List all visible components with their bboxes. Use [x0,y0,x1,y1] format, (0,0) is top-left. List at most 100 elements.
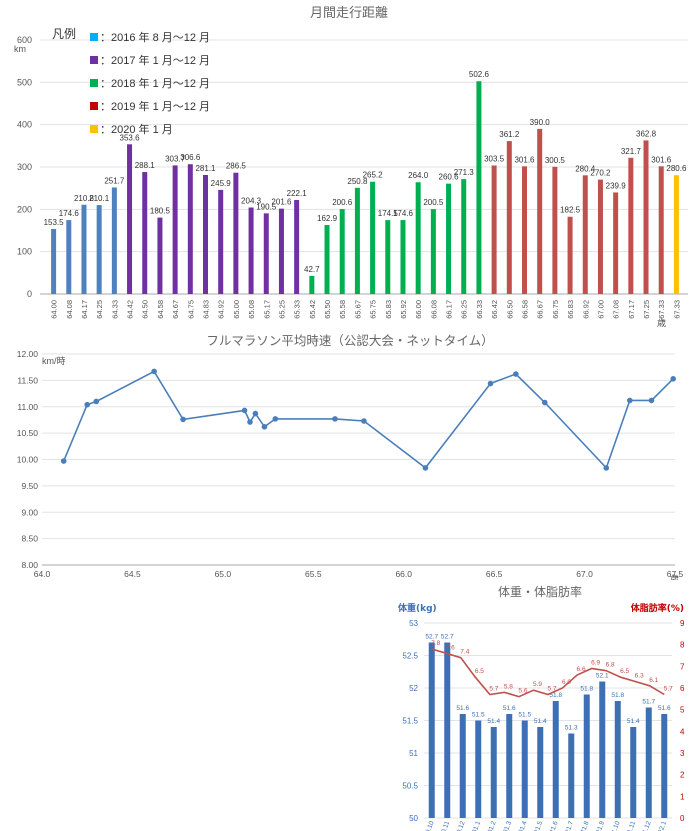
legend-swatch [90,79,98,87]
x-tick-label: 65.58 [338,300,347,319]
x-tick-label: 65.0 [215,569,232,579]
value-label: 251.7 [104,176,125,185]
value-label: 264.0 [408,171,429,180]
bar [354,187,360,294]
weight-bar [645,707,652,818]
bar [430,209,436,294]
weight-label: 51.8 [611,692,624,699]
data-point [513,371,519,377]
chart-title: 月間走行距離 [310,6,388,21]
x-tick-label: 64.00 [50,300,59,319]
x-tick-label: 66.67 [536,300,545,319]
y-tick-labels: 8.00 8.50 9.00 9.50 10.00 10.50 11.00 11.50 12.0… [17,349,39,570]
value-label: 190.5 [256,202,277,211]
x-tick-label: R1.9 [595,820,606,831]
weight-bar [475,720,482,818]
bar [628,157,634,294]
y-tick-label: 9.50 [21,481,38,491]
data-point [626,397,633,404]
y-tick-label: 12.00 [17,349,39,359]
bar [400,220,406,294]
x-tick-labels: 64.00 64.08 64.17 64.25 64.33 64.42 64.50 64.58… [50,300,682,319]
y-gridlines [40,39,688,295]
x-tick-label: 65.17 [262,300,271,319]
legend-swatch [90,56,98,64]
weight-bar [459,714,466,818]
weight-label: 51.4 [627,718,640,725]
left-tick-label: 52.5 [402,652,418,661]
x-tick-label: 64.92 [217,300,226,319]
weight-labels: 52.7 52.751.651.551.451.651.551.451.851.3… [425,634,671,732]
value-label: 301.6 [651,155,672,164]
weight-label: 51.4 [487,718,500,725]
x-tick-label: 65.75 [369,300,378,319]
data-point [422,465,429,471]
bodyfat-label: 6.3 [635,673,644,680]
weight-label: 51.4 [534,718,547,725]
bodyfat-label: 6.1 [649,677,658,684]
y-tick-label: 8.50 [21,534,38,544]
y-axis-unit: km [14,44,26,54]
x-tick-label: 65.08 [247,300,256,319]
x-tick-label: 64.25 [95,300,104,319]
weight-label: 51.6 [503,705,516,712]
weight-label: 51.6 [456,705,469,712]
data-point [247,419,253,425]
y-axis-unit: km/時 [42,356,66,366]
bar [385,220,391,294]
bar [643,140,649,294]
data-point [261,423,268,430]
data-point [93,398,100,405]
weight-label: 51.7 [642,699,655,706]
x-tick-label: H31.3 [501,820,514,831]
y-tick-label: 8.00 [21,560,38,570]
y-tick-label: 11.00 [17,402,38,412]
bodyfat-label: 5.9 [533,681,542,688]
value-label: 222.1 [287,189,308,198]
x-tick-label: 65.67 [353,300,362,319]
bodyfat-label: 5.7 [547,686,556,693]
x-tick-label: R1.12 [640,820,653,831]
bar [309,275,315,294]
x-tick-label: 64.58 [156,300,165,319]
bar [522,166,527,294]
bar [658,166,664,294]
bar [96,205,102,294]
x-tick-label: 67.17 [627,300,636,319]
value-label: 245.9 [211,179,232,188]
bars [51,81,679,294]
bar [673,175,679,294]
chart-title: フルマラソン平均時速（公認大会・ネットタイム） [206,333,493,348]
left-tick-labels: 50 50.5 51 51.5 52 52.5 53 [402,619,418,823]
weight-bar [614,701,621,818]
y-tick-labels: 0 100 200 300 400 500 600 [17,35,32,299]
bar [537,128,543,294]
left-tick-label: 52 [409,684,418,693]
value-label: 174.6 [59,209,80,218]
value-label: 204.3 [241,197,262,206]
value-label: 200.6 [332,198,353,207]
legend-label: ：2018 年 1 月～12 月 [100,76,210,90]
bar [172,165,178,294]
x-axis-unit: 歳 [657,317,666,328]
bar [203,175,208,294]
bar [248,207,254,294]
x-tick-label: 65.00 [232,300,241,319]
right-tick-label: 6 [680,684,685,693]
weight-bar [537,727,544,818]
right-tick-labels: 0 1 2 3 4 5 6 7 8 9 [680,619,685,823]
x-tick-label: R1.5 [533,820,544,831]
weight-label: 51.6 [658,705,671,712]
weight-bars [428,642,668,818]
value-label: 180.5 [150,207,171,216]
value-label: 502.6 [469,70,490,79]
weight-bar [568,733,575,818]
weight-bar [444,642,451,818]
x-tick-label: 65.83 [384,300,393,319]
x-tick-label: 66.0 [395,569,412,579]
bodyfat-labels: 7.8 7.6 7.4 6.5 5.7 5.8 5.6 5.9 5.7 6.0 6.6 6.9 6.8 6… [431,640,673,695]
x-tick-labels: 64.0 64.5 65.0 65.5 66.0 66.5 67.0 67.5 [34,569,684,579]
value-label: 288.1 [135,161,156,170]
